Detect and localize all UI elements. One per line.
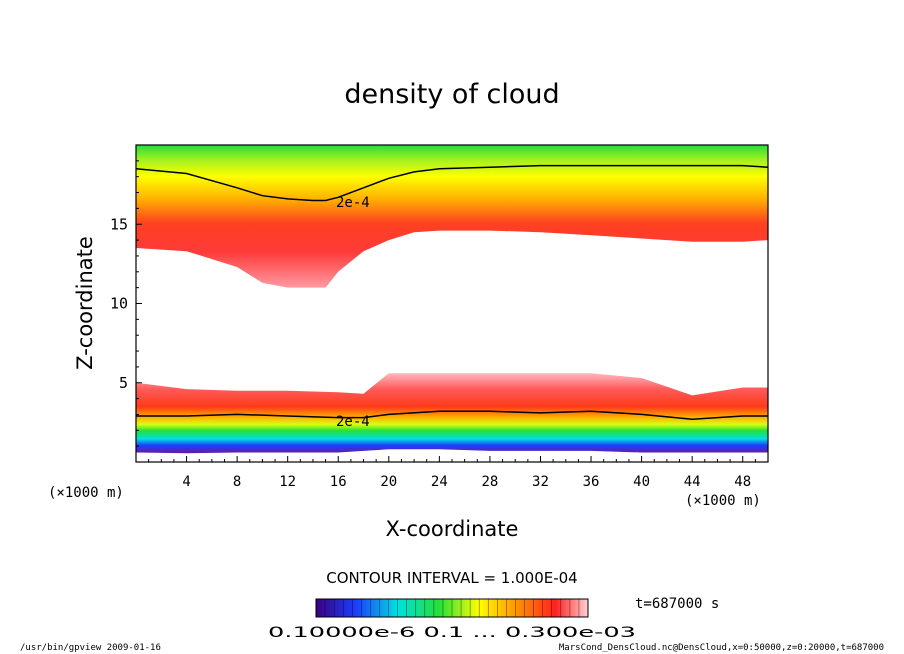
x-tick-label: 24 [431,474,448,490]
y-tick-label: 15 [110,215,128,233]
x-tick-label: 8 [233,474,241,490]
y-tick-label: 5 [119,374,128,392]
x-tick-label: 36 [583,474,600,490]
upper-cloud-band [136,145,768,288]
upper-contour-line [136,164,768,202]
y-axis-ticks: 5 10 15 [110,160,142,447]
contour-label-lower: 2e-4 [336,414,370,430]
lower-contour-line [136,410,768,420]
colorbar-labels: 0.10000e-6 0.1 ... 0.300e-03 [268,625,636,641]
time-label: t=687000 s [635,596,719,612]
x-tick-label: 40 [633,474,650,490]
y-axis-label: Z-coordinate [73,236,97,370]
x-unit-left: (×1000 m) [48,485,124,501]
x-axis-ticks: 4 8 12 16 20 24 28 32 36 40 44 48 [148,456,756,490]
x-unit-right: (×1000 m) [685,493,761,509]
lower-cloud-band [136,373,768,454]
colorbar-ticks [324,599,580,617]
y-tick-label: 10 [110,295,128,313]
chart-title: density of cloud [344,79,559,110]
contour-interval-text: CONTOUR INTERVAL = 1.000E-04 [326,569,577,587]
x-tick-label: 16 [330,474,347,490]
x-axis-label: X-coordinate [386,517,519,541]
x-tick-label: 4 [182,474,190,490]
x-tick-label: 44 [684,474,701,490]
contour-label-upper: 2e-4 [336,195,370,211]
x-tick-label: 28 [481,474,498,490]
footer-left: /usr/bin/gpview 2009-01-16 [20,643,161,653]
x-tick-label: 48 [734,474,751,490]
x-tick-label: 12 [279,474,296,490]
x-tick-label: 32 [532,474,549,490]
x-tick-label: 20 [380,474,397,490]
footer-right: MarsCond_DensCloud.nc@DensCloud,x=0:5000… [559,643,884,653]
plot-area [136,145,768,454]
contour-labels: 2e-4 2e-4 [336,195,370,430]
